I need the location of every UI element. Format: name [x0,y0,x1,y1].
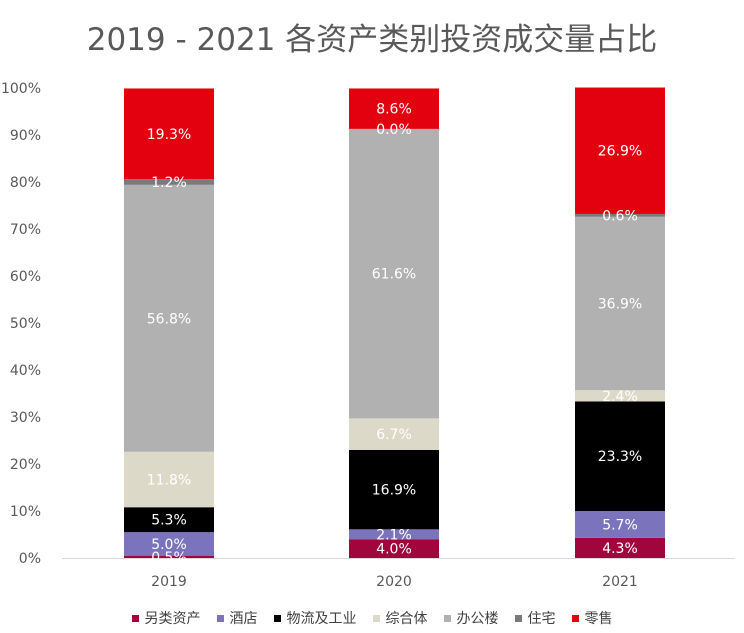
data-label-2020-6: 8.6% [376,102,412,118]
data-label-2021-3: 2.4% [602,389,638,405]
data-label-2019-0: 0.5% [151,550,187,566]
x-tick-label: 2019 [151,574,187,590]
legend-entry: 零售 [571,608,613,628]
y-tick-label: 60% [10,269,41,285]
legend-entry: 物流及工业 [273,608,357,628]
legend-entry: 住宅 [514,608,556,628]
bar-segment-2020-6 [349,88,439,129]
legend-label: 另类资产 [144,611,201,627]
legend-label: 零售 [584,611,613,627]
data-label-2020-3: 6.7% [376,427,412,443]
legend-swatch [571,614,579,622]
data-label-2021-5: 0.6% [602,208,638,224]
legend-entry: 另类资产 [131,608,201,628]
bar-segment-2019-0 [124,555,214,558]
data-label-2019-5: 1.2% [151,175,187,191]
y-tick-label: 80% [10,175,41,191]
chart-title: 2019 - 2021 各资产类别投资成交量占比 [86,22,658,58]
legend-swatch [443,614,451,622]
stacked-bar-chart: 0% 10% 20% 30% 40% 50% 60% 70% 80% 90% 100% 2019 202… [1,81,735,590]
bar-segment-2021-6 [575,87,665,214]
legend-swatch [273,614,281,622]
legend-label: 酒店 [229,611,258,627]
bar-segment-2021-0 [575,537,665,558]
bar-segment-2020-4 [349,128,439,419]
legend-label: 办公楼 [456,611,499,627]
legend-swatch [372,614,380,622]
bar-segment-2020-0 [349,539,439,558]
data-label-2020-1: 2.1% [376,527,412,543]
y-tick-label: 100% [1,81,41,97]
x-tick-label: 2020 [376,574,412,590]
bar-segment-2020-3 [349,418,439,450]
data-label-2020-4: 61.6% [372,267,416,283]
data-label-2019-3: 11.8% [147,473,191,489]
bar-segment-2020-1 [349,529,439,540]
legend-label: 综合体 [385,611,428,627]
y-tick-label: 90% [10,128,41,144]
y-tick-label: 30% [10,410,41,426]
bar-segment-2019-1 [124,532,214,556]
bar-segment-2019-5 [124,179,214,185]
data-label-2019-6: 19.3% [147,127,191,143]
legend-entry: 酒店 [216,608,258,628]
data-label-2019-4: 56.8% [147,311,191,327]
legend-entry: 综合体 [372,608,428,628]
y-tick-label: 20% [10,457,41,473]
chart-legend: 另类资产 酒店 物流及工业 综合体 办公楼 住宅 零售 [0,608,744,628]
y-tick-label: 40% [10,363,41,379]
data-label-2021-4: 36.9% [598,296,642,312]
data-label-2019-1: 5.0% [151,537,187,553]
data-label-2021-1: 5.7% [602,517,638,533]
bar-segment-2020-2 [349,449,439,530]
bar-segment-2019-3 [124,451,214,508]
y-tick-label: 70% [10,222,41,238]
data-label-2021-6: 26.9% [598,144,642,160]
legend-swatch [514,614,522,622]
legend-label: 物流及工业 [286,611,357,627]
bar-segment-2019-6 [124,88,214,180]
data-label-2020-0: 4.0% [376,542,412,558]
bar-segment-2021-3 [575,390,665,402]
bar-segment-2021-4 [575,216,665,391]
legend-label: 住宅 [527,611,556,627]
data-label-2019-2: 5.3% [151,513,187,529]
x-tick-label: 2021 [602,574,638,590]
y-tick-label: 0% [19,551,41,567]
bar-segment-2021-5 [575,213,665,217]
legend-swatch [216,614,224,622]
bar-segment-2019-4 [124,184,214,452]
data-label-2020-5: 0.0% [376,122,412,138]
bar-segment-2021-2 [575,401,665,511]
legend-entry: 办公楼 [443,608,499,628]
legend-swatch [131,614,139,622]
y-tick-label: 50% [10,316,41,332]
data-label-2020-2: 16.9% [372,483,416,499]
y-tick-label: 10% [10,504,41,520]
bar-segment-2021-1 [575,511,665,538]
data-label-2021-2: 23.3% [598,449,642,465]
bar-segment-2019-2 [124,507,214,533]
data-label-2021-0: 4.3% [602,541,638,557]
